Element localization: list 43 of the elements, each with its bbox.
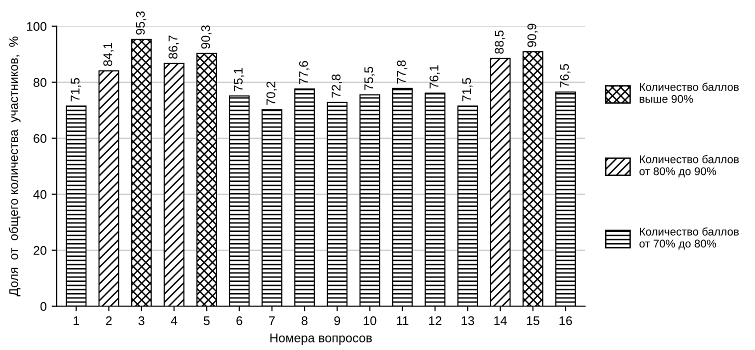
x-tick-label: 8 <box>302 316 308 326</box>
x-tick-label: 4 <box>170 316 178 326</box>
y-tick-label: 100 <box>27 22 46 31</box>
y-tick-label: 80 <box>34 78 46 87</box>
data-label: 71,5 <box>70 78 82 102</box>
data-label: 77,8 <box>396 60 408 84</box>
x-tick-label: 13 <box>462 316 474 326</box>
y-tick-label: 20 <box>34 246 46 255</box>
x-tick-label: 7 <box>269 316 275 326</box>
x-tick-label: 15 <box>526 316 540 326</box>
x-tick-label: 1 <box>74 316 80 326</box>
legend-label: Количество баллов от 70% до 80% <box>639 227 739 250</box>
x-tick-label: 10 <box>364 316 376 326</box>
data-label: 72,8 <box>332 74 342 98</box>
data-label: 71,5 <box>462 78 473 102</box>
data-label: 84,1 <box>103 42 114 66</box>
x-tick-label: 2 <box>106 316 112 326</box>
x-tick-label: 6 <box>236 316 242 326</box>
y-tick-label: 40 <box>33 190 46 199</box>
x-tick-label: 5 <box>204 316 210 326</box>
data-label: 90,9 <box>527 24 538 47</box>
x-tick-label: 14 <box>494 316 507 326</box>
legend-label: Количество баллов от 80% до 90% <box>639 154 739 178</box>
data-label: 88,5 <box>494 30 506 54</box>
y-tick-label: 60 <box>34 134 46 143</box>
x-tick-label: 12 <box>429 316 442 326</box>
legend-label: Количество баллов выше 90% <box>640 82 739 103</box>
x-tick-label: 3 <box>138 316 144 326</box>
y-tick-label: 0 <box>40 302 46 311</box>
data-label: 75,1 <box>234 68 244 92</box>
data-label: 70,2 <box>266 82 277 105</box>
x-tick-label: 16 <box>560 316 572 326</box>
data-label: 75,5 <box>364 66 375 90</box>
data-label: 76,5 <box>560 64 570 88</box>
data-label: 76,1 <box>430 65 440 88</box>
data-label: 77,6 <box>299 60 310 84</box>
data-label: 90,3 <box>201 25 212 49</box>
data-label: 86,7 <box>168 36 179 59</box>
x-axis-title: Номера вопросов <box>270 334 372 345</box>
x-tick-label: 9 <box>334 316 340 326</box>
y-axis-title: Доля от общего количества участников, % <box>8 36 20 296</box>
x-tick-label: 11 <box>396 316 408 326</box>
data-label: 95,3 <box>136 11 146 35</box>
